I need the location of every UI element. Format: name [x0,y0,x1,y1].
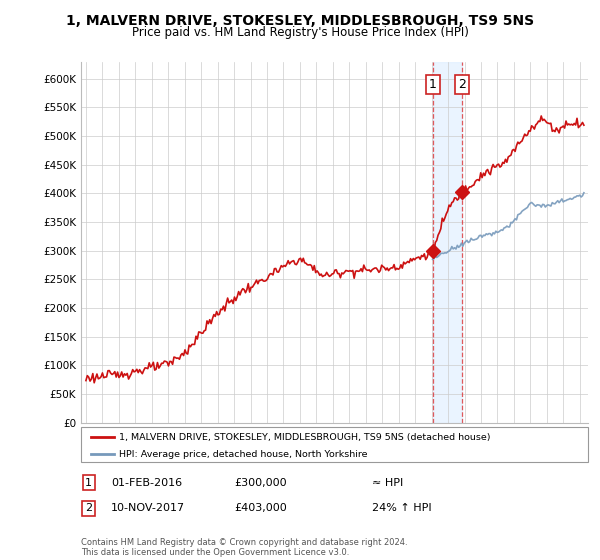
Bar [433,62,462,423]
Text: 1, MALVERN DRIVE, STOKESLEY, MIDDLESBROUGH, TS9 5NS: 1, MALVERN DRIVE, STOKESLEY, MIDDLESBROU… [66,14,534,28]
Text: 01-FEB-2016: 01-FEB-2016 [111,478,182,488]
Text: 2: 2 [85,503,92,514]
Text: Price paid vs. HM Land Registry's House Price Index (HPI): Price paid vs. HM Land Registry's House … [131,26,469,39]
Text: £403,000: £403,000 [234,503,287,514]
Text: 2: 2 [458,78,466,91]
Text: 1: 1 [85,478,92,488]
Text: 24% ↑ HPI: 24% ↑ HPI [372,503,431,514]
Text: 1: 1 [429,78,437,91]
Text: 10-NOV-2017: 10-NOV-2017 [111,503,185,514]
Text: HPI: Average price, detached house, North Yorkshire: HPI: Average price, detached house, Nort… [119,450,368,459]
Text: ≈ HPI: ≈ HPI [372,478,403,488]
Text: £300,000: £300,000 [234,478,287,488]
Text: 1, MALVERN DRIVE, STOKESLEY, MIDDLESBROUGH, TS9 5NS (detached house): 1, MALVERN DRIVE, STOKESLEY, MIDDLESBROU… [119,432,491,441]
Text: Contains HM Land Registry data © Crown copyright and database right 2024.
This d: Contains HM Land Registry data © Crown c… [81,538,407,557]
